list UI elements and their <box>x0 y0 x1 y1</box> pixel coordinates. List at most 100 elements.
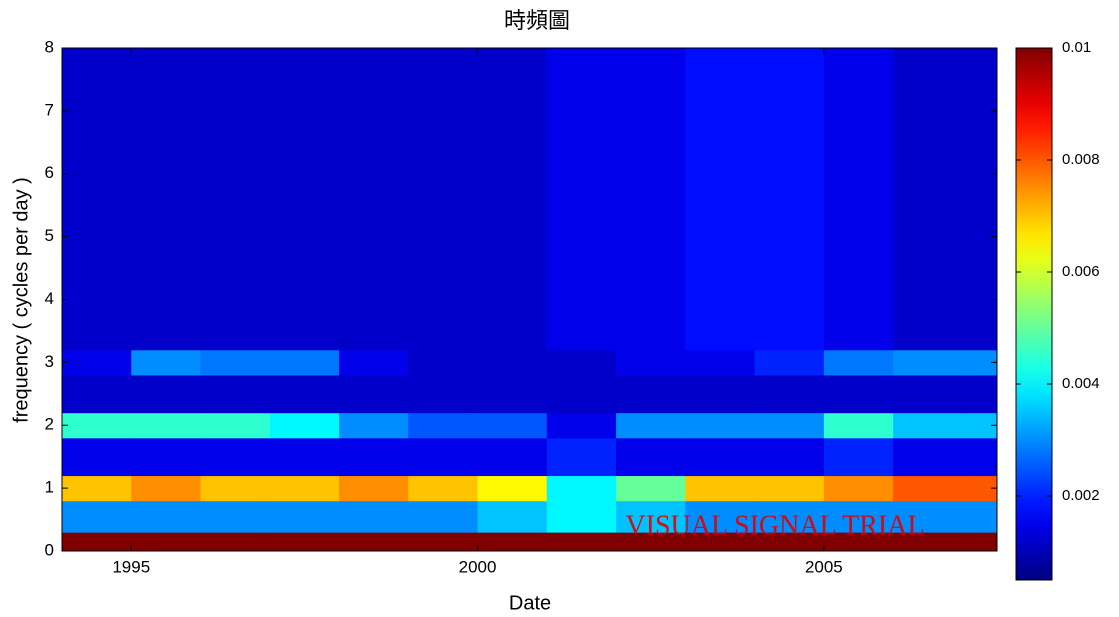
heatmap-cell <box>755 476 825 502</box>
heatmap-cell <box>547 413 617 439</box>
heatmap-cell <box>962 48 997 350</box>
heatmap-cell <box>547 48 617 350</box>
heatmap-cell <box>408 413 478 439</box>
heatmap-cell <box>547 532 617 551</box>
heatmap-cell <box>824 375 894 413</box>
y-tick-label: 2 <box>45 415 54 434</box>
heatmap-cell <box>478 532 548 551</box>
heatmap-cell <box>616 476 686 502</box>
heatmap-cell <box>62 501 132 533</box>
heatmap-cell <box>62 375 132 413</box>
heatmap-cell <box>893 476 963 502</box>
annotation: VISUAL SIGNAL TRIAL <box>625 510 924 541</box>
heatmap-cell <box>755 438 825 476</box>
heatmap-cell <box>962 375 997 413</box>
heatmap-cell <box>616 48 686 350</box>
y-tick-label: 7 <box>45 100 54 119</box>
heatmap-cell <box>547 375 617 413</box>
heatmap-cell <box>478 501 548 533</box>
heatmap-cell <box>685 438 755 476</box>
x-axis-label: Date <box>509 592 551 614</box>
colorbar-tick-label: 0.008 <box>1062 151 1100 168</box>
heatmap-cell <box>339 476 409 502</box>
heatmap-cell <box>339 413 409 439</box>
chart-title: 時頻圖 <box>504 8 570 33</box>
heatmap-cell <box>131 476 201 502</box>
heatmap-cell <box>893 350 963 376</box>
heatmap-cell <box>408 48 478 350</box>
y-tick-label: 6 <box>45 163 54 182</box>
heatmap-cell <box>478 438 548 476</box>
heatmap-cell <box>616 413 686 439</box>
heatmap-cell <box>616 375 686 413</box>
heatmap-cell <box>408 501 478 533</box>
heatmap-cell <box>755 375 825 413</box>
y-tick-label: 0 <box>45 540 54 559</box>
heatmap-cell <box>962 438 997 476</box>
heatmap-cell <box>339 48 409 350</box>
heatmap-cell <box>824 438 894 476</box>
heatmap-cell <box>962 501 997 533</box>
heatmap-cell <box>893 413 963 439</box>
heatmap-cell <box>685 375 755 413</box>
heatmap-cell <box>131 413 201 439</box>
heatmap-cell <box>62 438 132 476</box>
heatmap-cell <box>201 501 271 533</box>
heatmap-cell <box>755 350 825 376</box>
heatmap-cell <box>962 532 997 551</box>
heatmap-cell <box>201 375 271 413</box>
heatmap-cell <box>755 413 825 439</box>
heatmap-cell <box>62 350 132 376</box>
colorbar-tick-label: 0.01 <box>1062 39 1091 56</box>
heatmap-cell <box>478 350 548 376</box>
heatmap-cell <box>478 48 548 350</box>
heatmap-cell <box>62 476 132 502</box>
y-tick-label: 5 <box>45 226 54 245</box>
x-tick-label: 2005 <box>805 557 843 576</box>
y-tick-label: 8 <box>45 37 54 56</box>
heatmap-cell <box>893 375 963 413</box>
heatmap-cell <box>131 375 201 413</box>
heatmap-cell <box>131 532 201 551</box>
heatmap-cell <box>201 438 271 476</box>
heatmap-cell <box>547 350 617 376</box>
heatmap-cell <box>685 476 755 502</box>
heatmap-cell <box>131 350 201 376</box>
heatmap-cell <box>547 476 617 502</box>
heatmap-cell <box>339 350 409 376</box>
heatmap-cell <box>339 501 409 533</box>
colorbar <box>1016 48 1052 580</box>
heatmap-cell <box>408 476 478 502</box>
heatmap-cell <box>408 375 478 413</box>
heatmap-cell <box>824 413 894 439</box>
x-tick-label: 1995 <box>112 557 150 576</box>
colorbar-tick-label: 0.004 <box>1062 375 1100 392</box>
y-tick-label: 3 <box>45 352 54 371</box>
heatmap-cell <box>685 48 755 350</box>
heatmap-cell <box>270 350 340 376</box>
x-tick-label: 2000 <box>459 557 497 576</box>
heatmap-cell <box>824 48 894 350</box>
heatmap-cell <box>893 438 963 476</box>
heatmap-cell <box>201 48 271 350</box>
heatmap-cell <box>62 413 132 439</box>
heatmap-cell <box>478 476 548 502</box>
heatmap-cell <box>339 375 409 413</box>
heatmap-cell <box>824 350 894 376</box>
heatmap-cell <box>547 438 617 476</box>
y-tick-label: 4 <box>45 289 54 308</box>
heatmap-cell <box>201 476 271 502</box>
heatmap-cell <box>339 532 409 551</box>
heatmap-cell <box>755 48 825 350</box>
y-tick-label: 1 <box>45 478 54 497</box>
heatmap-cell <box>201 413 271 439</box>
heatmap-cell <box>270 532 340 551</box>
heatmap-cell <box>62 48 132 350</box>
heatmap-cell <box>616 438 686 476</box>
y-axis-label: frequency ( cycles per day ) <box>10 177 32 423</box>
heatmap-cell <box>616 350 686 376</box>
heatmap-cell <box>62 532 132 551</box>
heatmap-cell <box>478 413 548 439</box>
heatmap-cell <box>685 413 755 439</box>
heatmap-cell <box>270 476 340 502</box>
